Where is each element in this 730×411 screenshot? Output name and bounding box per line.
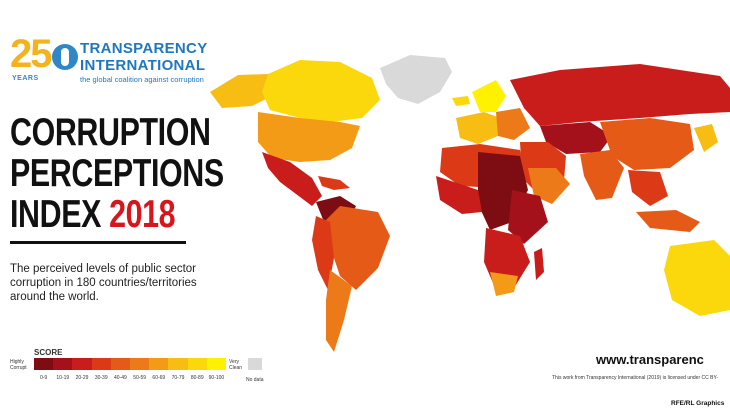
graphics-credit: RFE/RL Graphics xyxy=(671,400,725,407)
legend-ticks: 0-9 10-19 20-29 30-39 40-49 50-59 60-69 70-79 80… xyxy=(34,375,226,381)
legend-tick-label: 60-69 xyxy=(152,375,166,381)
madagascar-region xyxy=(534,248,544,280)
title-word-index: INDEX xyxy=(10,193,102,236)
indonesia-region xyxy=(636,210,700,232)
legend-swatch xyxy=(187,358,207,370)
legend-swatch xyxy=(91,358,111,370)
west-africa-region xyxy=(436,176,482,214)
south-asia-region xyxy=(580,150,624,200)
legend-swatch xyxy=(130,358,150,370)
logo-emblem-icon xyxy=(52,44,78,70)
logo-tagline: the global coalition against corruption xyxy=(80,75,204,84)
brazil-region xyxy=(324,206,390,290)
legend-tick-label: 30-39 xyxy=(94,375,108,381)
transparency-international-logo: 25 YEARS TRANSPARENCY INTERNATIONAL the … xyxy=(10,30,207,92)
central-asia-region xyxy=(540,122,612,154)
southeast-asia-region xyxy=(628,170,668,206)
legend-tick-label: 90-100 xyxy=(208,375,225,381)
title-line3: INDEX 2018 xyxy=(10,194,224,235)
legend-tick-label: 40-49 xyxy=(114,375,127,381)
usa-region xyxy=(258,112,360,162)
website-url: www.transparenc xyxy=(596,352,704,367)
logo-line2: INTERNATIONAL xyxy=(80,57,206,74)
legend-tick-label: 0-9 xyxy=(39,375,48,381)
logo-years: YEARS xyxy=(12,75,39,82)
alaska-region xyxy=(210,74,272,108)
legend-low-end: Highly Corrupt xyxy=(10,359,27,371)
logo-number: 25 xyxy=(10,32,52,76)
eastern-europe-region xyxy=(496,108,530,140)
legend-no-data-label: No data xyxy=(246,377,264,383)
canada-region xyxy=(262,60,380,122)
legend-title: SCORE xyxy=(34,348,63,357)
logo-line1: TRANSPARENCY xyxy=(80,40,208,57)
title-line1: CORRUPTION xyxy=(10,111,211,154)
license-text: This work from Transparency Internationa… xyxy=(552,375,719,381)
mexico-region xyxy=(262,152,322,206)
east-asia-region xyxy=(694,124,718,152)
title-divider xyxy=(10,241,186,244)
legend-no-data-swatch xyxy=(248,358,262,370)
china-region xyxy=(600,118,694,170)
greenland-region xyxy=(380,55,452,104)
legend-tick-label: 80-89 xyxy=(190,375,204,381)
legend-swatch xyxy=(72,358,92,370)
title-year: 2018 xyxy=(109,193,176,236)
legend-color-bar xyxy=(34,358,227,370)
legend-tick-label: 70-79 xyxy=(171,375,185,381)
south-africa-region xyxy=(490,272,518,296)
legend-swatch xyxy=(34,358,54,370)
russia-region xyxy=(510,64,730,126)
legend-swatch xyxy=(110,358,131,370)
southern-cone-region xyxy=(326,270,352,352)
iceland-region xyxy=(452,96,470,106)
scandinavia-region xyxy=(472,80,506,112)
title-line2: PERCEPTIONS xyxy=(10,152,224,195)
legend-tick-label: 20-29 xyxy=(75,375,89,381)
legend-swatch xyxy=(53,358,73,370)
caribbean-region xyxy=(318,176,350,190)
andes-region xyxy=(312,216,334,290)
subtitle: The perceived levels of public sector co… xyxy=(10,263,197,303)
legend-swatch xyxy=(168,358,188,370)
western-europe-region xyxy=(456,112,500,144)
legend-tick-label: 50-59 xyxy=(133,375,147,381)
legend-swatch xyxy=(206,358,227,370)
page-title: CORRUPTION PERCEPTIONS INDEX 2018 xyxy=(10,112,224,235)
legend-tick-label: 10-19 xyxy=(56,375,70,381)
legend-high-end: Very Clean xyxy=(229,359,243,371)
arabia-region xyxy=(528,168,570,204)
east-africa-region xyxy=(508,190,548,244)
legend-swatch xyxy=(149,358,169,370)
australia-region xyxy=(664,240,730,316)
